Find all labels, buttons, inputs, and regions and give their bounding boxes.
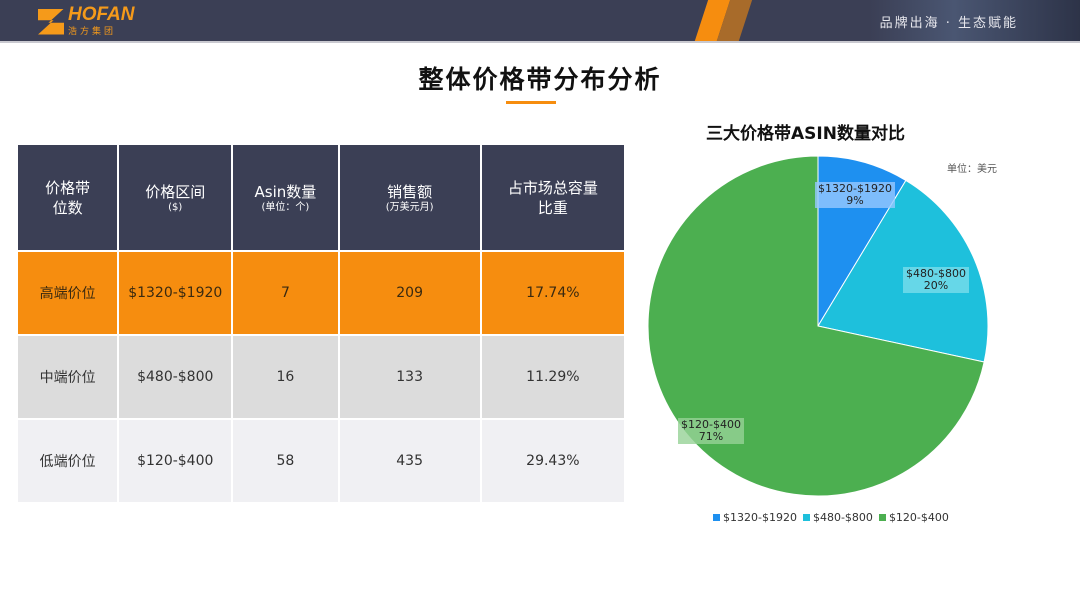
slogan: 品牌出海 · 生态赋能 xyxy=(879,16,1018,31)
table-cell: 7 xyxy=(232,251,340,336)
table-cell: 中端价位 xyxy=(18,335,120,420)
header-bar: HOFAN 浩方集团 品牌出海 · 生态赋能 xyxy=(0,0,1080,43)
legend-swatch xyxy=(802,514,810,521)
chart-title: 三大价格带ASIN数量对比 xyxy=(706,124,905,144)
slice-label-percent: 71% xyxy=(698,430,724,443)
table-cell: 29.43% xyxy=(480,419,627,504)
table-cell: 低端价位 xyxy=(18,419,120,504)
table-cell: 高端价位 xyxy=(18,251,120,336)
legend-item: $480-$800 xyxy=(802,511,873,524)
page-title: 整体价格带分布分析 xyxy=(418,65,662,94)
column-header-unit: ($) xyxy=(168,201,183,213)
legend-label: $120-$400 xyxy=(888,511,949,524)
legend-item: $1320-$1920 xyxy=(713,511,797,524)
table-row: 低端价位 $120-$400 58 435 29.43% xyxy=(18,419,627,504)
title-underline xyxy=(506,101,556,104)
table-row: 中端价位 $480-$800 16 133 11.29% xyxy=(18,335,627,420)
unit-note: 单位：美元 xyxy=(947,164,997,175)
table-cell: $480-$800 xyxy=(118,335,234,420)
column-header: 价格带位数 xyxy=(18,145,120,252)
price-table: 价格带位数 价格区间 ($) Asin数量 (单位：个) 销售额 (万美元月) 占市场总容量比… xyxy=(18,145,627,504)
slice-label-percent: 9% xyxy=(846,194,864,207)
slice-label-category: $120-$400 xyxy=(681,418,741,431)
legend-label: $480-$800 xyxy=(812,511,873,524)
logo-name: HOFAN xyxy=(68,4,135,25)
column-header-label: 占市场总容量比重 xyxy=(507,178,598,217)
column-header-label: Asin数量 xyxy=(254,182,317,201)
legend-item: $120-$400 xyxy=(878,511,949,524)
table-cell: 58 xyxy=(232,419,340,504)
table-cell: $1320-$1920 xyxy=(118,251,234,336)
legend-label: $1320-$1920 xyxy=(723,511,797,524)
table-row: 高端价位 $1320-$1920 7 209 17.74% xyxy=(18,251,627,336)
legend: $1320-$1920 $480-$800 $120-$400 xyxy=(713,511,949,524)
column-header: Asin数量 (单位：个) xyxy=(232,145,340,252)
table-cell: 435 xyxy=(338,419,482,504)
table-cell: $120-$400 xyxy=(118,419,234,504)
column-header-label: 价格带位数 xyxy=(45,178,91,217)
header-image xyxy=(870,0,1080,41)
column-header: 占市场总容量比重 xyxy=(480,145,627,252)
slice-label-category: $1320-$1920 xyxy=(818,182,892,195)
legend-swatch xyxy=(713,514,720,521)
pie-slice xyxy=(817,179,989,363)
table-cell: 209 xyxy=(338,251,482,336)
table-cell: 11.29% xyxy=(480,335,627,420)
table-cell: 133 xyxy=(338,335,482,420)
column-header-label: 销售额 xyxy=(387,182,433,201)
slice-label-category: $480-$800 xyxy=(906,267,966,280)
column-header-unit: (单位：个) xyxy=(261,201,310,213)
slice-label: $480-$800 20% xyxy=(903,267,969,293)
slice-label: $1320-$1920 9% xyxy=(815,182,895,208)
column-header-label: 价格区间 xyxy=(145,182,206,201)
table-cell: 17.74% xyxy=(480,251,627,336)
legend-swatch xyxy=(878,514,886,521)
header-row: 价格带位数 价格区间 ($) Asin数量 (单位：个) 销售额 (万美元月) 占市场总容量比… xyxy=(18,145,627,252)
column-header: 价格区间 ($) xyxy=(118,145,234,252)
logo: HOFAN 浩方集团 xyxy=(38,4,135,37)
column-header: 销售额 (万美元月) xyxy=(338,145,482,252)
table-cell: 16 xyxy=(232,335,340,420)
slice-label: $120-$400 71% xyxy=(678,418,744,444)
logo-sub: 浩方集团 xyxy=(68,27,117,37)
column-header-unit: (万美元月) xyxy=(385,201,434,213)
slice-label-percent: 20% xyxy=(923,279,949,292)
